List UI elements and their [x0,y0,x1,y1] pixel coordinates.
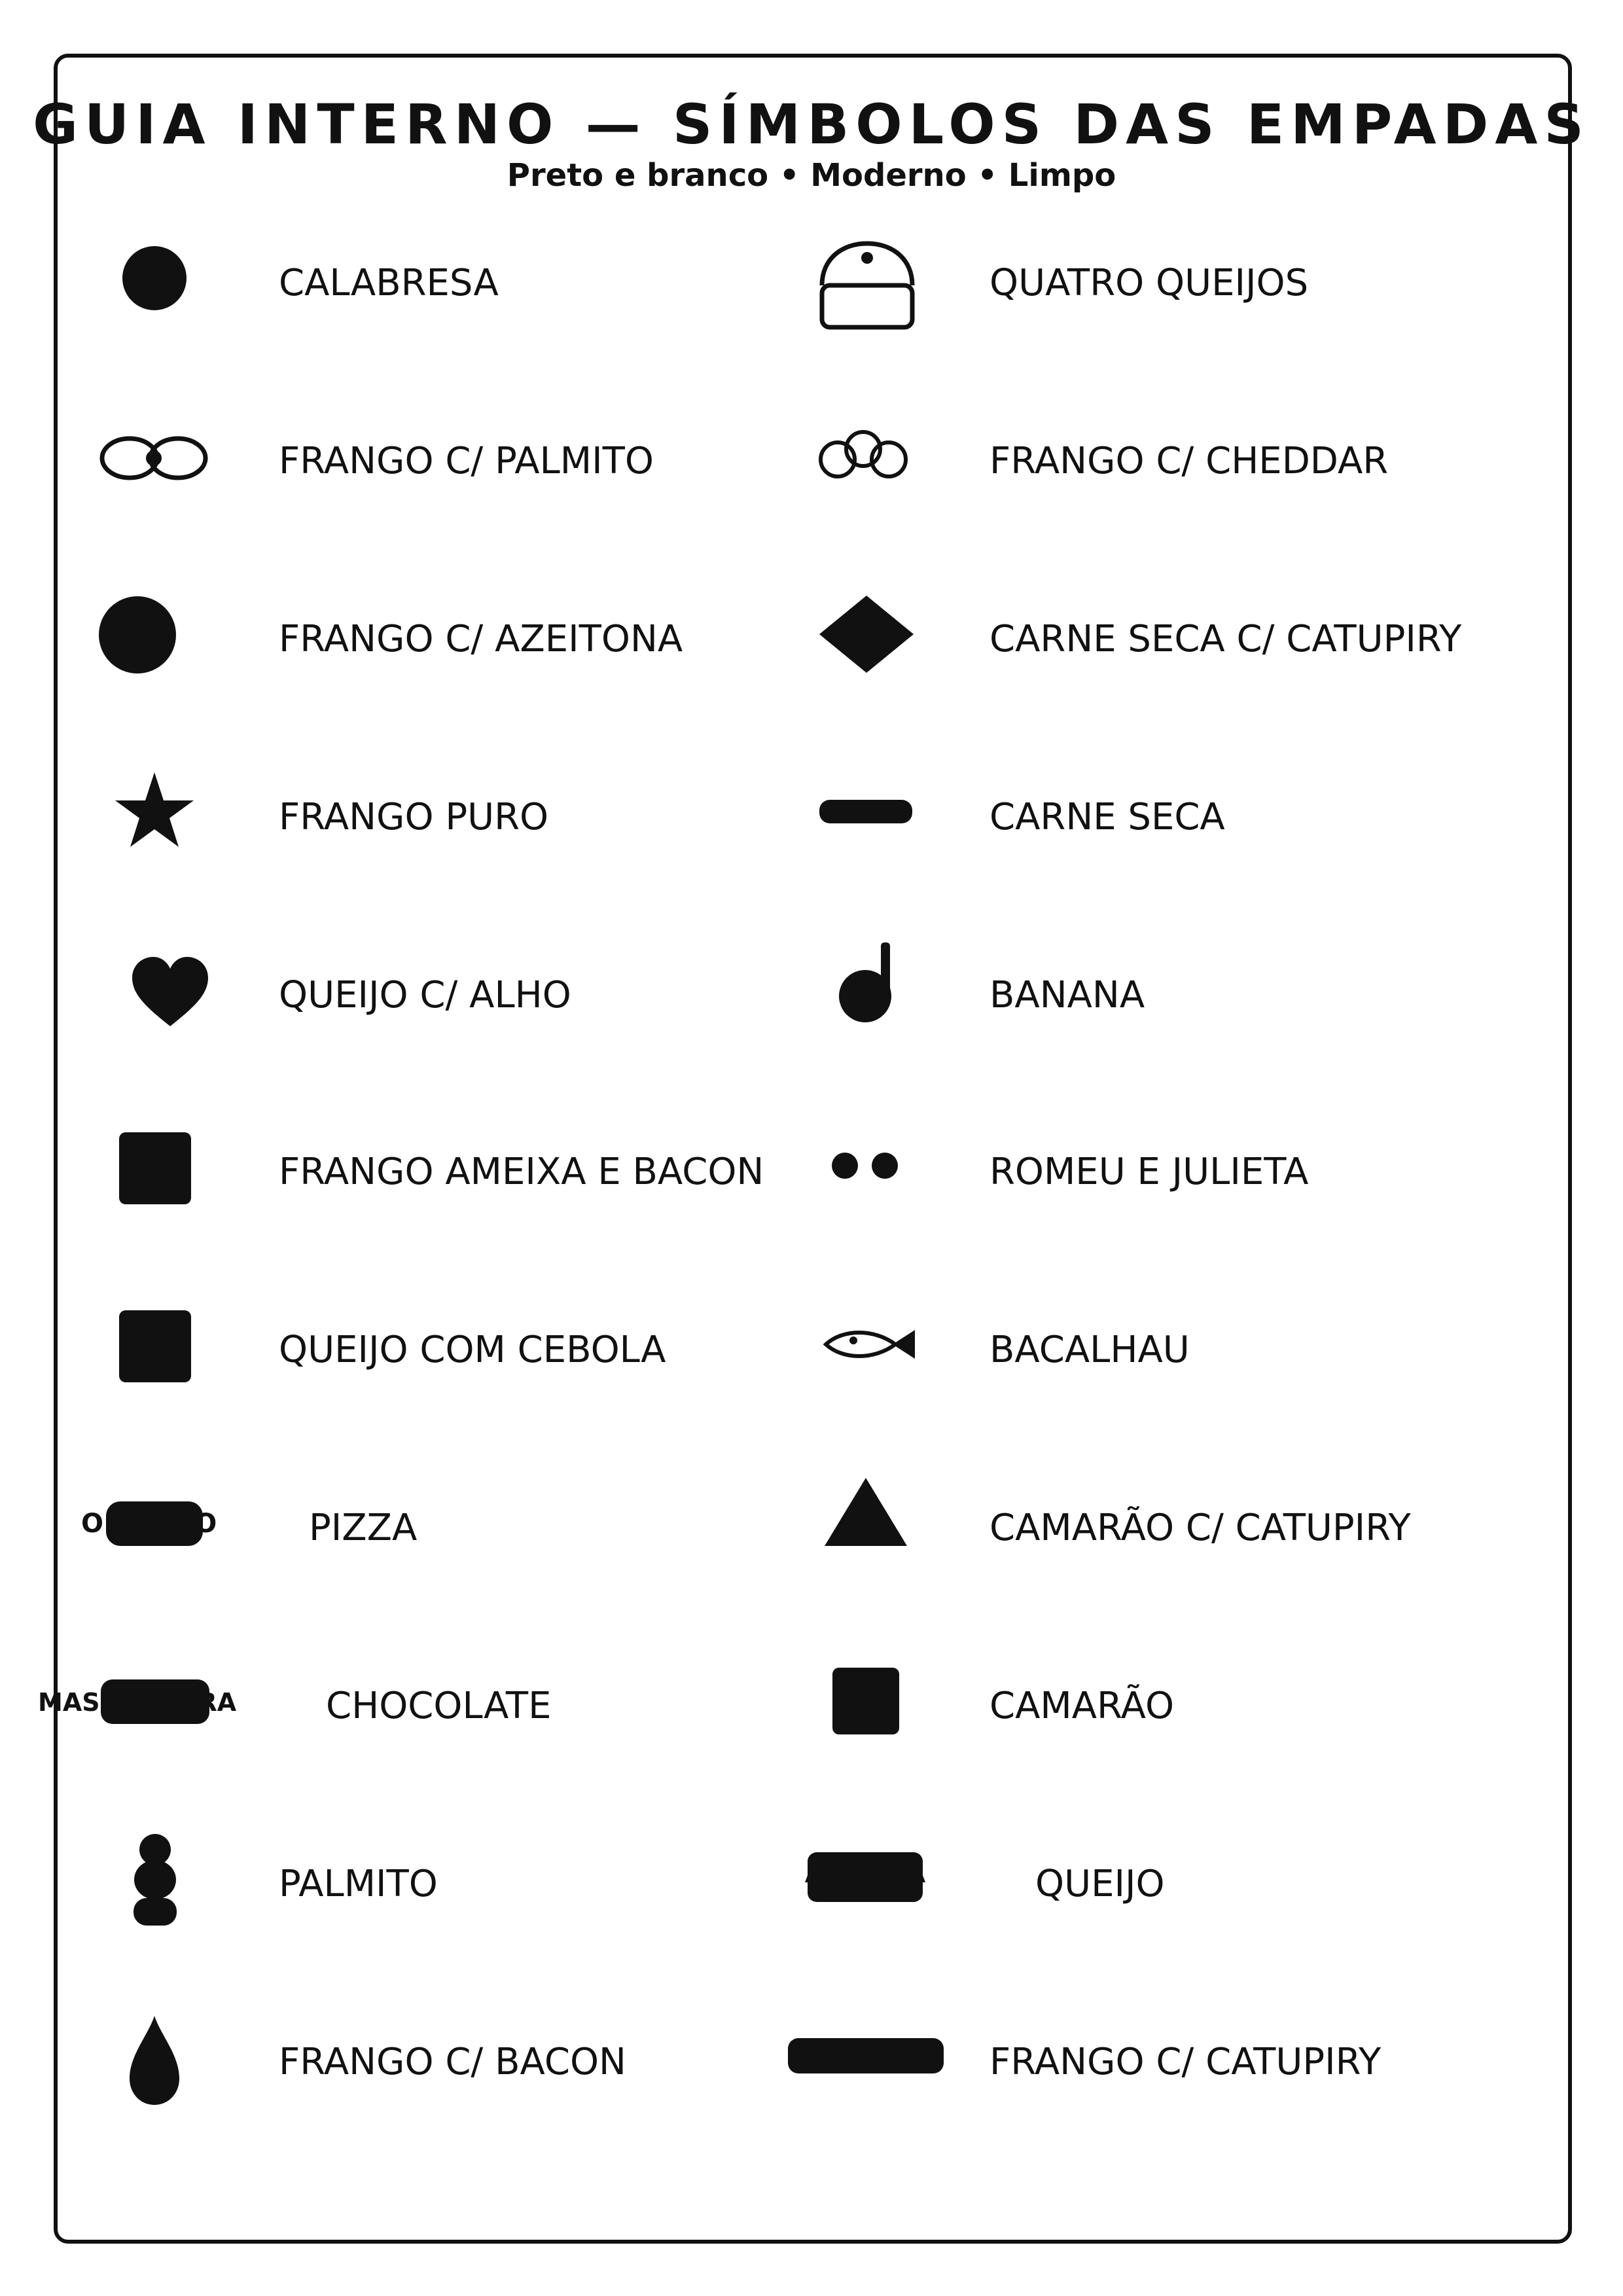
stacked-balls-icon [134,1834,177,1926]
page-subtitle: Preto e branco • Moderno • Limpo [507,157,1116,194]
label-frango-cheddar: FRANGO C/ CHEDDAR [990,440,1389,482]
star-icon [115,772,194,847]
two-dots-icon [832,1153,898,1179]
bar-icon [819,800,912,823]
pill-icon [106,1501,203,1546]
label-queijo-alho: QUEIJO C/ ALHO [279,974,571,1016]
fish-icon [823,1330,915,1359]
label-frango-azeitona: FRANGO C/ AZEITONA [279,618,683,660]
page-border [54,54,1572,2244]
music-note-icon [839,942,891,1022]
label-quatro-queijos: QUATRO QUEIJOS [990,262,1309,304]
long-bar-icon [788,2038,944,2073]
pill-icon [101,1679,209,1724]
small-rounded-square-icon [832,1668,899,1734]
wide-block-icon [805,1852,925,1902]
label-romeu-julieta: ROMEU E JULIETA [990,1151,1309,1193]
label-queijo-cebola: QUEIJO COM CEBOLA [279,1329,666,1371]
label-calabresa: CALABRESA [279,262,499,304]
label-banana: BANANA [990,974,1145,1016]
label-frango-puro: FRANGO PURO [279,796,549,838]
label-queijo: QUEIJO [1035,1863,1165,1905]
label-pizza: PIZZA [309,1507,418,1549]
label-frango-bacon: FRANGO C/ BACON [279,2041,626,2083]
solid-circle-icon [122,246,187,310]
label-frango-palmito: FRANGO C/ PALMITO [279,440,654,482]
three-rings-icon [819,430,908,478]
label-frango-catupiry: FRANGO C/ CATUPIRY [990,2041,1382,2083]
label-frango-ameixa-bacon: FRANGO AMEIXA E BACON [279,1151,764,1193]
drop-icon [130,2016,179,2105]
label-carne-seca-catupiry: CARNE SECA C/ CATUPIRY [990,618,1462,660]
label-bacalhau: BACALHAU [990,1329,1190,1371]
label-camarao: CAMARÃO [990,1685,1175,1727]
rounded-square-icon [119,1310,191,1382]
lunchbox-icon [819,241,915,330]
diamond-icon [819,596,914,673]
triangle-icon [825,1478,907,1546]
page-title: GUIA INTERNO — SÍMBOLOS DAS EMPADAS [33,92,1590,156]
label-palmito: PALMITO [279,1863,438,1905]
large-circle-icon [99,596,176,673]
label-carne-seca: CARNE SECA [990,796,1225,838]
label-chocolate: CHOCOLATE [326,1685,552,1727]
linked-rings-icon [99,436,208,480]
rounded-square-icon [119,1132,191,1204]
heart-icon [132,957,208,1026]
label-camarao-catupiry: CAMARÃO C/ CATUPIRY [990,1507,1411,1549]
